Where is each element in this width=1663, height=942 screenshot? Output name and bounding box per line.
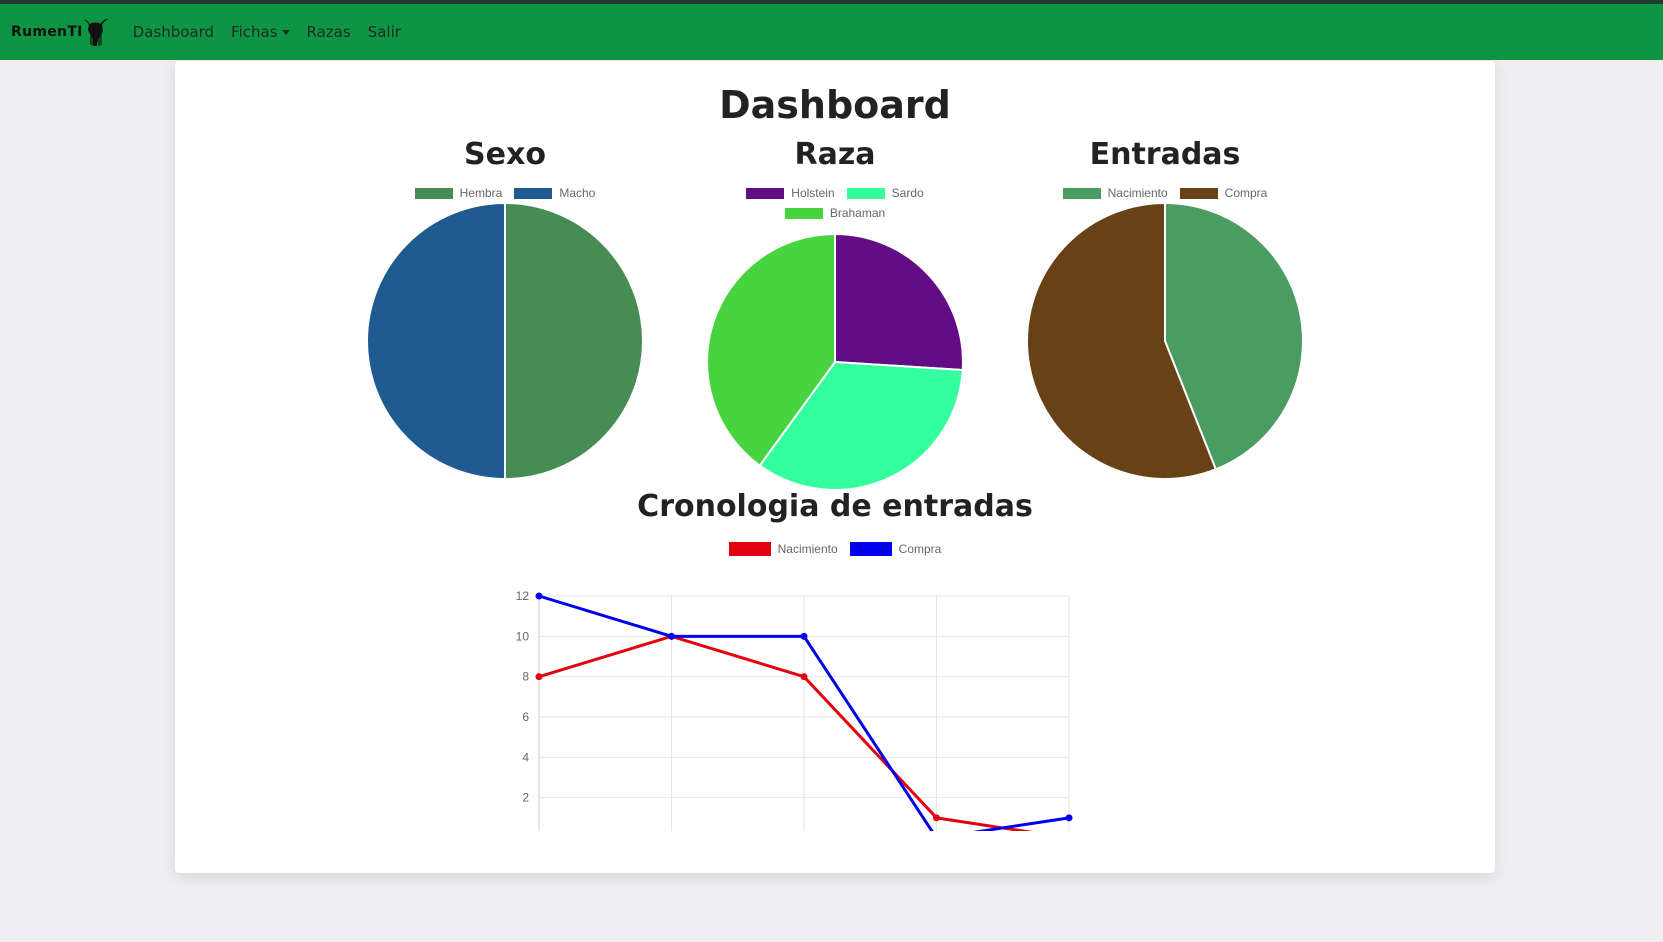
data-point-compra[interactable] <box>668 632 675 640</box>
raza-legend: Holstein Sardo Brahaman <box>695 186 975 220</box>
brand-name: RumenTI <box>11 24 83 40</box>
y-tick-label: 6 <box>522 710 529 724</box>
legend-label-sardo: Sardo <box>891 186 924 200</box>
legend-item-hembra[interactable]: Hembra <box>414 186 503 200</box>
data-point-nacimiento[interactable] <box>933 814 940 822</box>
entradas-legend: Nacimiento Compra <box>995 186 1335 200</box>
legend-label-brahaman: Brahaman <box>829 206 886 220</box>
data-point-compra[interactable] <box>800 632 808 640</box>
top-border <box>0 0 1663 4</box>
legend-item-line-compra[interactable]: Compra <box>849 542 942 556</box>
pie-slice-macho[interactable] <box>366 201 506 481</box>
legend-swatch-compra <box>1179 187 1218 199</box>
legend-label-macho: Macho <box>559 186 596 200</box>
navbar: RumenTI Dashboard Fichas Razas Salir <box>0 4 1663 60</box>
y-tick-label: 4 <box>522 750 529 764</box>
nav-fichas-dropdown[interactable]: Fichas <box>231 23 290 41</box>
dashboard-card: Dashboard Sexo Hembra Macho Raza Holstei… <box>175 61 1495 873</box>
bull-logo-icon <box>83 18 108 46</box>
legend-swatch-line-compra <box>849 542 892 556</box>
y-tick-label: 8 <box>522 670 529 684</box>
legend-label-compra: Compra <box>1224 186 1268 200</box>
cronologia-line-chart: 0246810122022-01-012023-01-012024-01-012… <box>516 589 1073 831</box>
nav-salir[interactable]: Salir <box>367 23 401 41</box>
legend-swatch-line-nacimiento <box>728 542 771 556</box>
data-point-compra[interactable] <box>1065 814 1073 822</box>
legend-label-hembra: Hembra <box>459 186 503 200</box>
legend-swatch-hembra <box>414 187 453 199</box>
entradas-chart-title: Entradas <box>1089 137 1241 172</box>
nav-razas[interactable]: Razas <box>306 23 351 41</box>
pie-slice-brahaman[interactable] <box>706 232 836 467</box>
sexo-pie-chart <box>366 201 644 481</box>
data-point-compra[interactable] <box>535 592 543 600</box>
cronologia-chart-title: Cronologia de entradas <box>637 489 1033 524</box>
caret-down-icon <box>281 29 290 35</box>
nav-dashboard[interactable]: Dashboard <box>132 23 215 41</box>
y-tick-label: 2 <box>522 791 529 805</box>
entradas-pie-chart <box>1026 201 1304 480</box>
y-tick-label: 12 <box>516 589 530 603</box>
pie-slice-sardo[interactable] <box>758 360 964 491</box>
legend-item-compra[interactable]: Compra <box>1179 186 1268 200</box>
page-title: Dashboard <box>719 83 951 127</box>
legend-item-holstein[interactable]: Holstein <box>746 186 835 200</box>
data-point-nacimiento[interactable] <box>800 673 808 681</box>
legend-label-line-compra: Compra <box>898 542 942 556</box>
legend-item-macho[interactable]: Macho <box>514 186 595 200</box>
pie-slice-compra[interactable] <box>1026 201 1218 480</box>
pie-slice-holstein[interactable] <box>834 232 964 372</box>
legend-swatch-brahaman <box>784 207 823 219</box>
pie-slice-nacimiento[interactable] <box>1164 201 1304 471</box>
y-tick-label: 10 <box>516 629 530 643</box>
legend-item-sardo[interactable]: Sardo <box>846 186 924 200</box>
legend-swatch-sardo <box>846 187 885 199</box>
legend-swatch-nacimiento <box>1062 187 1101 199</box>
legend-label-holstein: Holstein <box>791 186 835 200</box>
nav-fichas-label: Fichas <box>231 23 278 41</box>
legend-item-nacimiento[interactable]: Nacimiento <box>1062 186 1168 200</box>
legend-item-line-nacimiento[interactable]: Nacimiento <box>728 542 838 556</box>
raza-chart-title: Raza <box>794 137 876 172</box>
sexo-legend: Hembra Macho <box>355 186 655 200</box>
pie-slice-hembra[interactable] <box>504 201 644 481</box>
cronologia-legend: Nacimiento Compra <box>635 542 1035 556</box>
legend-swatch-macho <box>514 187 553 199</box>
sexo-chart-title: Sexo <box>464 137 546 172</box>
data-point-nacimiento[interactable] <box>535 673 543 681</box>
legend-item-brahaman[interactable]: Brahaman <box>784 206 886 220</box>
legend-label-nacimiento: Nacimiento <box>1107 186 1168 200</box>
legend-label-line-nacimiento: Nacimiento <box>777 542 838 556</box>
legend-swatch-holstein <box>746 187 785 199</box>
raza-pie-chart <box>706 232 964 491</box>
brand-logo[interactable]: RumenTI <box>11 17 109 47</box>
